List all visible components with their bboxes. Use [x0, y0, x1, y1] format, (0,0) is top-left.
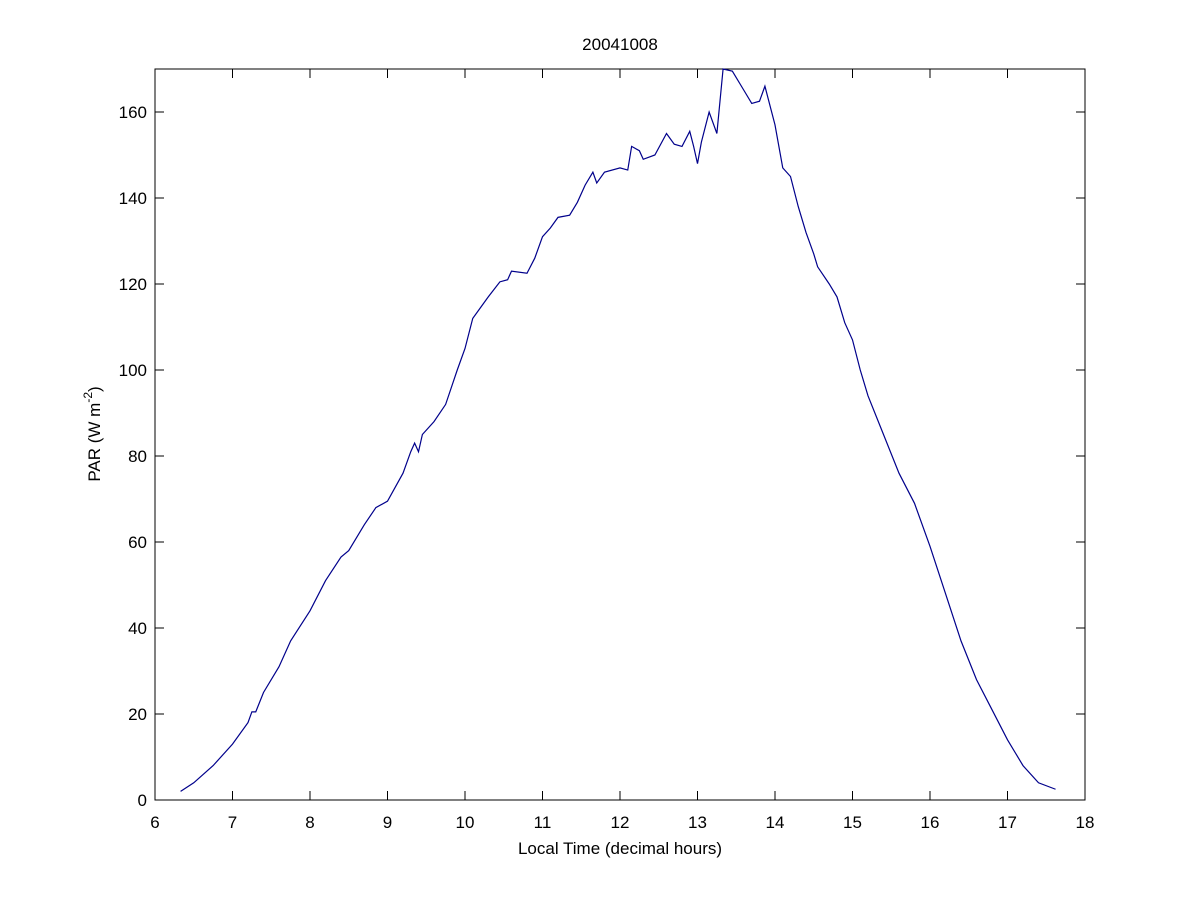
y-tick-label: 20 [128, 705, 147, 724]
x-tick-label: 13 [688, 813, 707, 832]
x-tick-label: 17 [998, 813, 1017, 832]
x-tick-label: 16 [921, 813, 940, 832]
y-tick-label: 100 [119, 361, 147, 380]
y-label-tail: ) [85, 386, 104, 392]
x-tick-label: 9 [383, 813, 392, 832]
y-tick-label: 40 [128, 619, 147, 638]
y-label-main: PAR (W m [85, 403, 104, 482]
y-tick-label: 80 [128, 447, 147, 466]
y-tick-label: 120 [119, 275, 147, 294]
y-tick-label: 160 [119, 103, 147, 122]
x-axis-label: Local Time (decimal hours) [518, 839, 722, 858]
x-tick-label: 6 [150, 813, 159, 832]
data-line [180, 68, 1056, 792]
y-tick-label: 140 [119, 189, 147, 208]
x-tick-label: 14 [766, 813, 785, 832]
y-tick-label: 60 [128, 533, 147, 552]
x-tick-label: 11 [534, 813, 552, 832]
y-tick-label: 0 [138, 791, 147, 810]
x-tick-label: 15 [843, 813, 862, 832]
x-tick-label: 7 [228, 813, 237, 832]
x-tick-label: 18 [1076, 813, 1095, 832]
x-tick-label: 10 [456, 813, 475, 832]
y-axis-label: PAR (W m-2) [81, 386, 104, 481]
chart-title: 20041008 [582, 35, 658, 54]
x-tick-label: 8 [305, 813, 314, 832]
y-label-sup: -2 [81, 392, 95, 403]
x-tick-label: 12 [611, 813, 630, 832]
